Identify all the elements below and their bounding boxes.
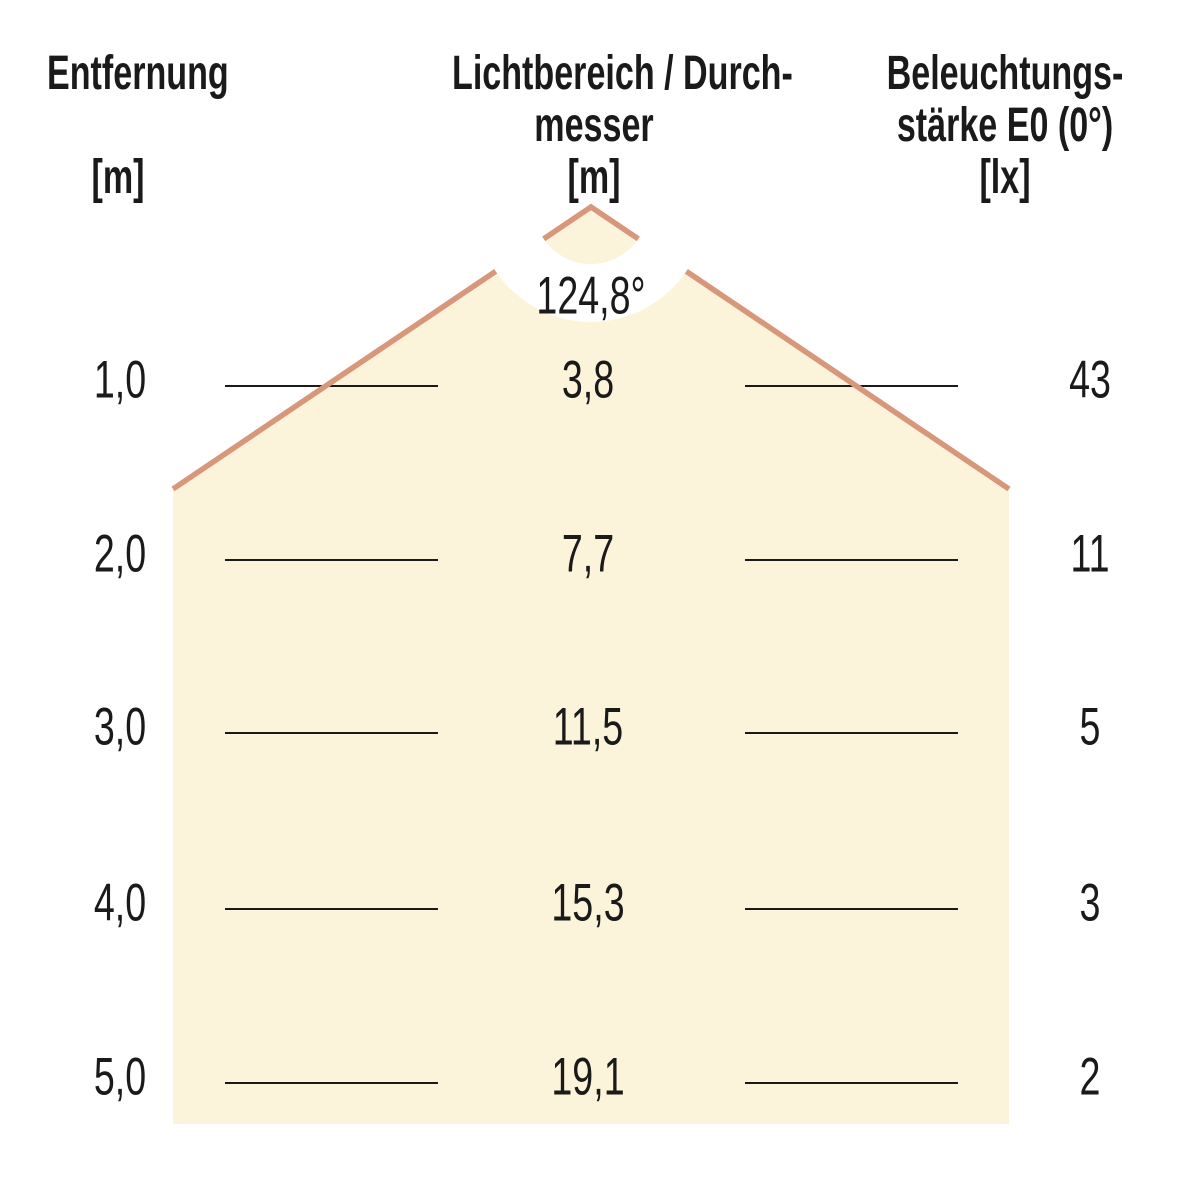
illuminance-value: 2 (1079, 1047, 1101, 1107)
illuminance-value: 5 (1079, 697, 1101, 757)
row-line-right (745, 559, 958, 561)
column-header-distance: Entfernung [m] (47, 47, 229, 204)
column-unit: [m] (567, 151, 621, 204)
row-line-left (225, 1082, 438, 1084)
distance-value: 5,0 (93, 1047, 147, 1107)
column-header-illuminance: Beleuchtungs- stärke E0 (0°) [lx] (884, 48, 1125, 204)
distance-value: 1,0 (93, 350, 147, 410)
row-line-right (745, 732, 958, 734)
diameter-value: 7,7 (561, 524, 615, 584)
row-line-left (225, 559, 438, 561)
row-line-right (745, 1082, 958, 1084)
column-title: Entfernung (47, 47, 229, 100)
illuminance-value: 43 (1069, 350, 1111, 410)
column-unit: [lx] (979, 151, 1031, 204)
row-line-right (745, 385, 958, 387)
illuminance-value: 11 (1070, 524, 1110, 584)
row-line-left (225, 732, 438, 734)
distance-value: 3,0 (93, 697, 147, 757)
distance-value: 2,0 (93, 524, 147, 584)
beam-apex-sector (543, 207, 639, 265)
distance-value: 4,0 (93, 873, 147, 933)
diameter-value: 15,3 (551, 873, 625, 933)
row-line-right (745, 908, 958, 910)
column-title-spacer (47, 100, 189, 152)
column-header-diameter: Lichtbereich / Durch- messer [m] (452, 47, 793, 204)
column-title: Beleuchtungs- (886, 47, 1124, 100)
column-unit: [m] (91, 151, 145, 204)
diameter-value: 19,1 (551, 1047, 625, 1107)
diameter-value: 11,5 (552, 697, 624, 757)
illuminance-value: 3 (1079, 873, 1101, 933)
row-line-left (225, 385, 438, 387)
column-title: stärke E0 (0°) (896, 99, 1114, 152)
column-title: messer (534, 99, 654, 152)
column-title: Lichtbereich / Durch- (452, 47, 793, 100)
row-line-left (225, 908, 438, 910)
diameter-value: 3,8 (561, 350, 615, 410)
beam-angle-label: 124,8° (536, 266, 646, 326)
